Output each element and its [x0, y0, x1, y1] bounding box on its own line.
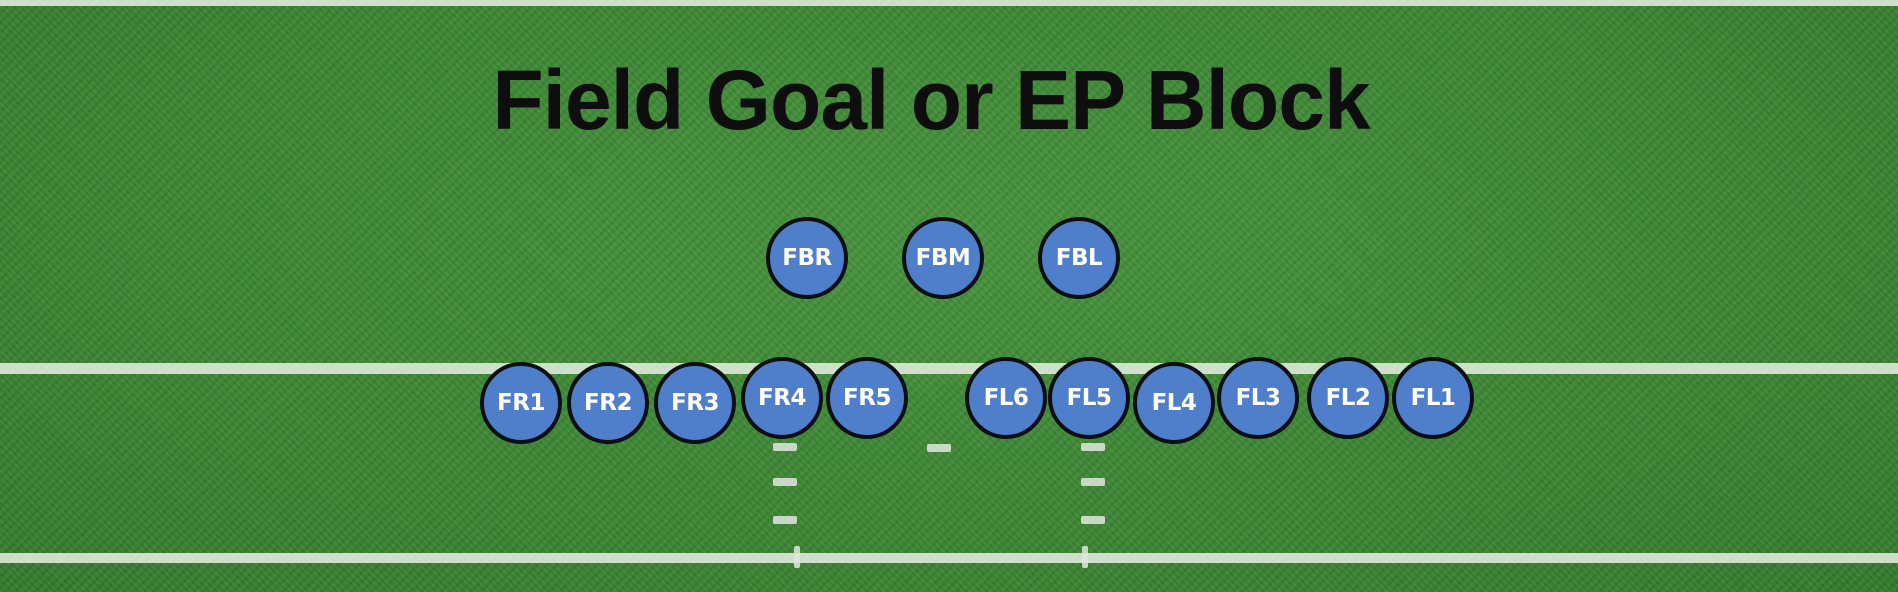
top-yard-line [0, 0, 1898, 6]
player-fr3: FR3 [654, 362, 736, 444]
hash-tick [794, 546, 800, 568]
player-fr5: FR5 [826, 357, 908, 439]
player-fr2: FR2 [567, 362, 649, 444]
line-of-scrimmage [0, 363, 1898, 374]
player-fl6: FL6 [965, 357, 1047, 439]
hash-mark [773, 443, 797, 451]
hash-mark [927, 444, 951, 452]
player-fbr: FBR [766, 217, 848, 299]
player-fr1: FR1 [480, 362, 562, 444]
player-fr4: FR4 [741, 357, 823, 439]
player-fl1: FL1 [1392, 357, 1474, 439]
player-fl2: FL2 [1307, 357, 1389, 439]
player-fl5: FL5 [1048, 357, 1130, 439]
player-fbl: FBL [1038, 217, 1120, 299]
player-fl3: FL3 [1217, 357, 1299, 439]
hash-mark [773, 478, 797, 486]
hash-mark [773, 516, 797, 524]
player-fbm: FBM [902, 217, 984, 299]
player-fl4: FL4 [1133, 362, 1215, 444]
hash-tick [1082, 546, 1088, 568]
hash-mark [1081, 443, 1105, 451]
hash-mark [1081, 478, 1105, 486]
play-title: Field Goal or EP Block [492, 53, 1370, 147]
bottom-yard-line [0, 553, 1898, 563]
hash-mark [1081, 516, 1105, 524]
